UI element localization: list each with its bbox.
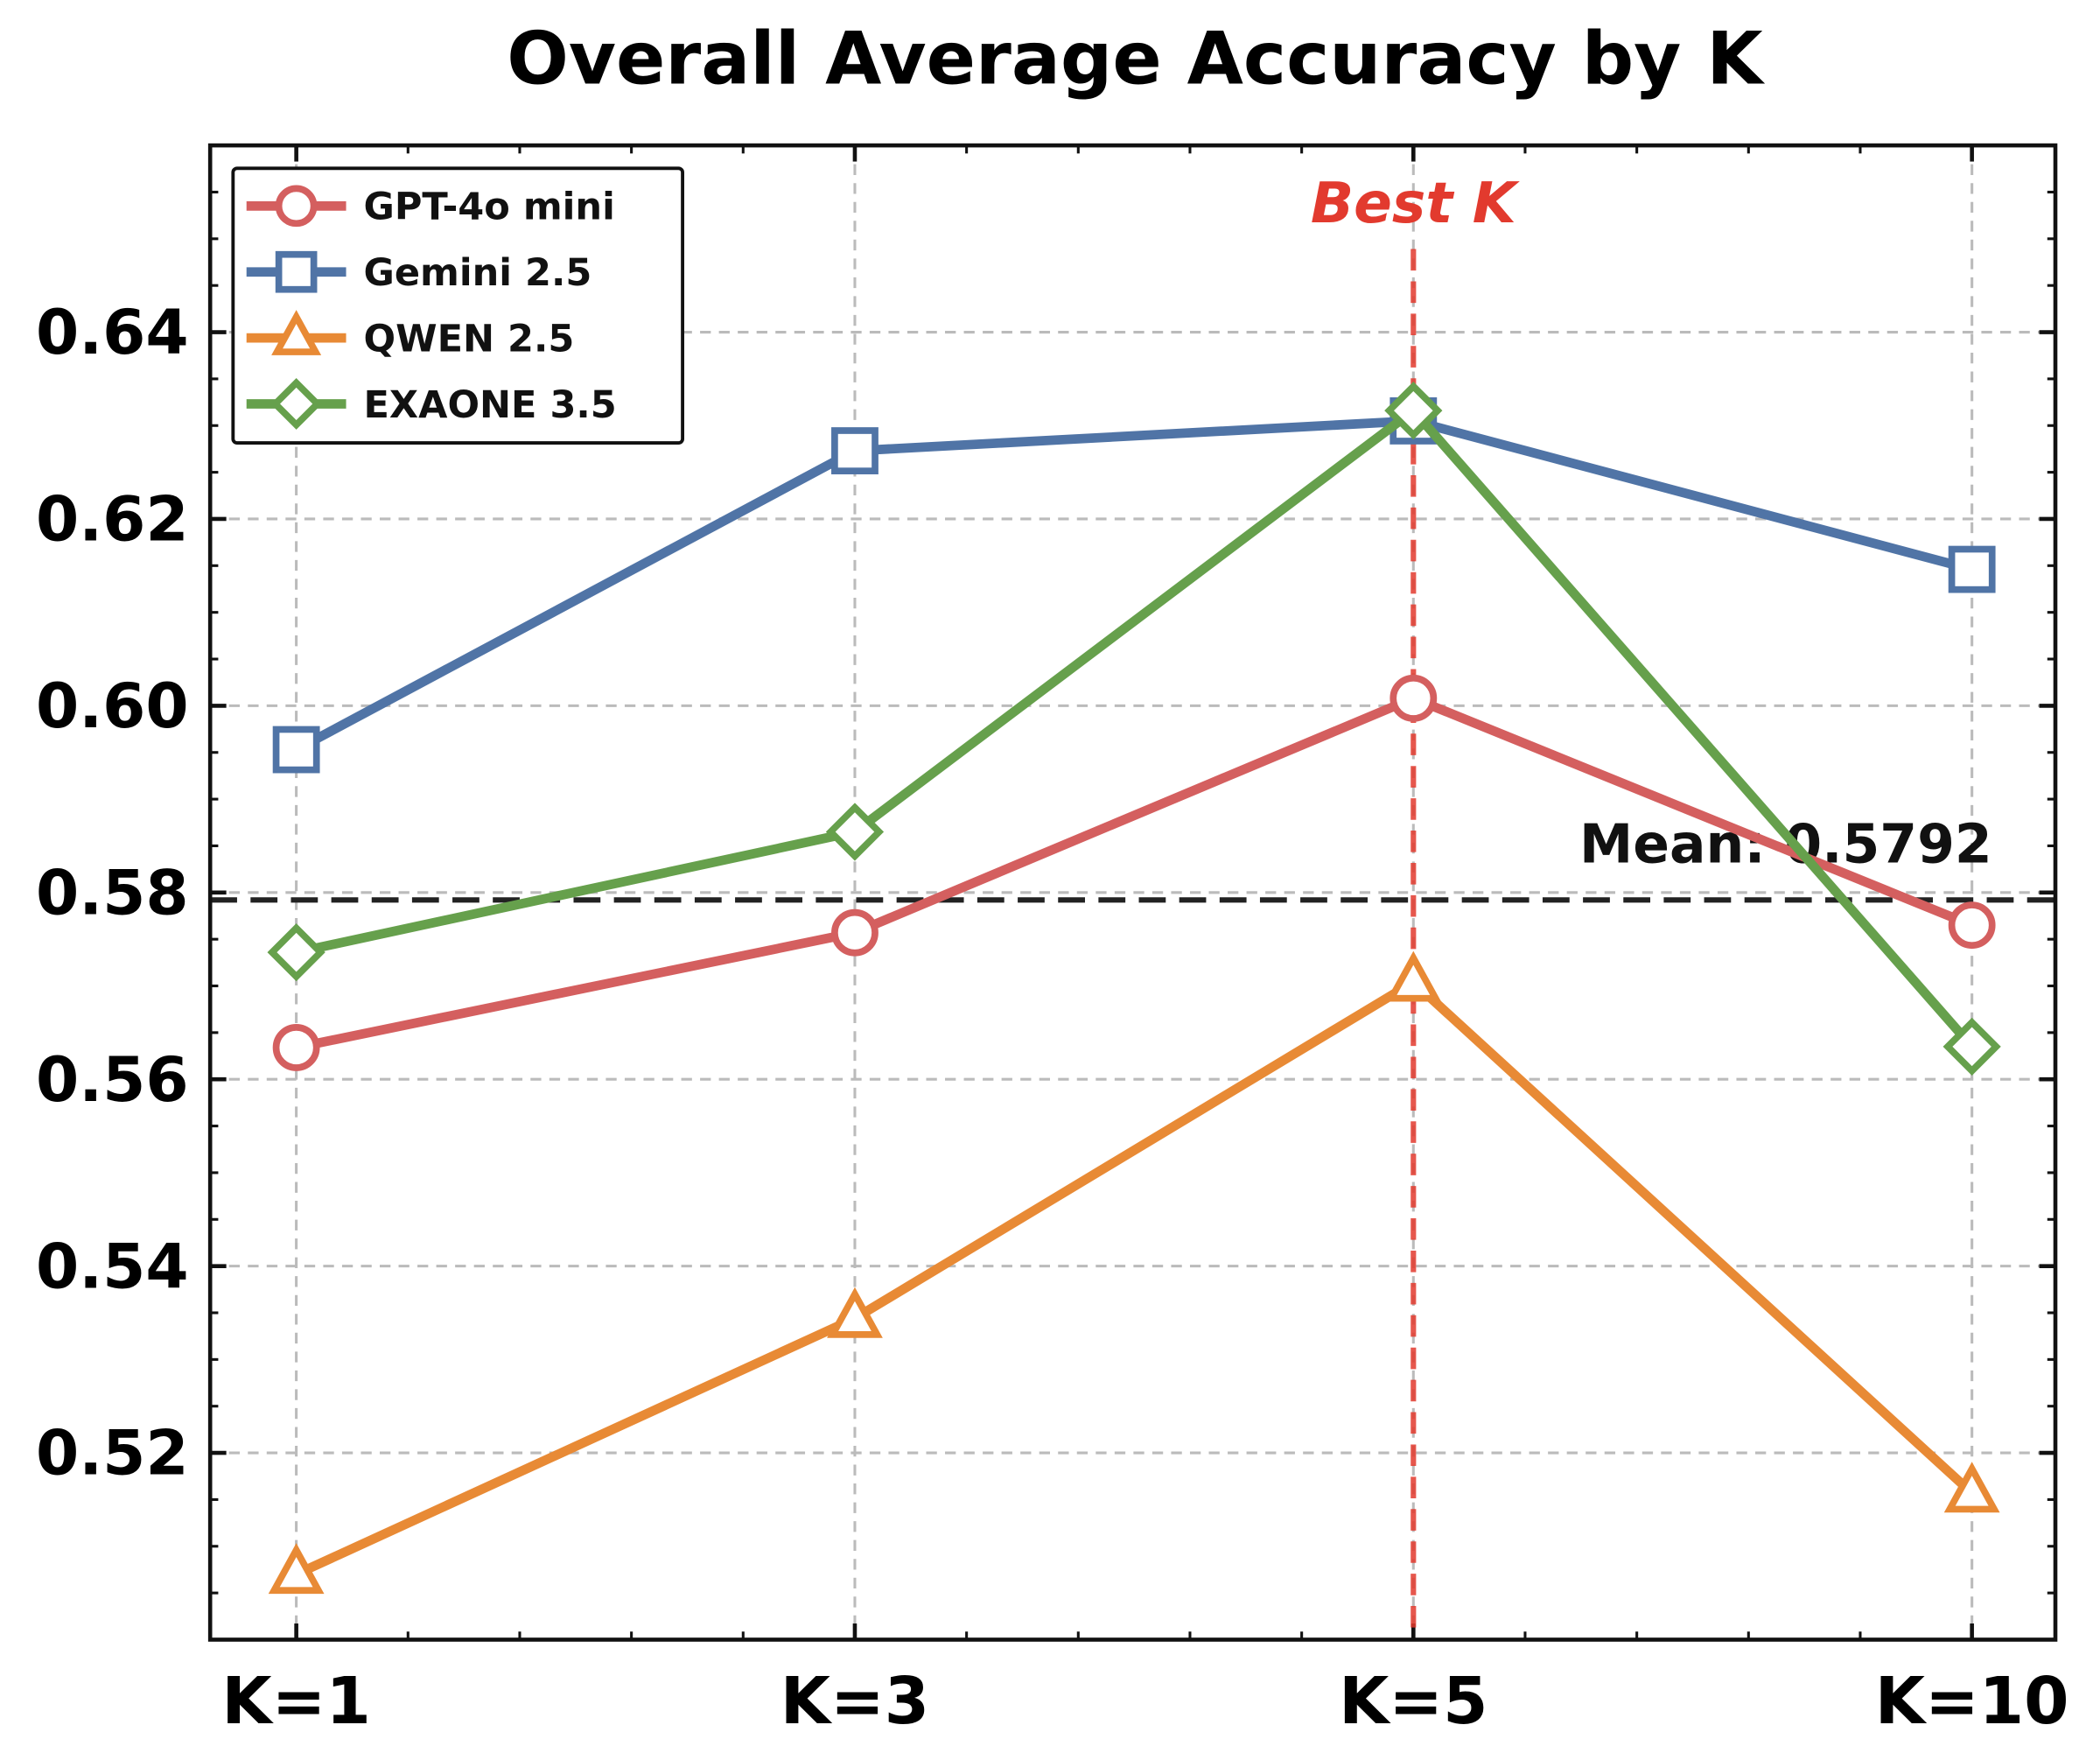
diamond-marker <box>270 378 323 430</box>
y-tick-label: 0.52 <box>36 1417 189 1490</box>
y-tick-label: 0.62 <box>36 483 189 556</box>
mean-label: Mean: 0.5792 <box>1579 812 1992 875</box>
x-tick-label: K=5 <box>1339 1664 1488 1739</box>
diamond-marker <box>267 922 326 982</box>
square-marker <box>275 250 318 293</box>
y-tick-label: 0.60 <box>36 670 189 742</box>
series-line <box>294 416 1974 754</box>
series-line <box>295 693 1974 1053</box>
series-qwen-2-5 <box>268 950 2000 1595</box>
x-tick-label: K=1 <box>221 1664 370 1739</box>
diamond-marker <box>1384 382 1443 440</box>
legend: GPT-4o mini Gemini 2.5 QWEN 2.5 EXAONE 3.5 <box>231 166 685 445</box>
triangle-marker <box>1943 1462 2000 1513</box>
legend-entry: GPT-4o mini <box>246 185 615 229</box>
circle-marker <box>1948 901 1996 950</box>
y-tick-label: 0.56 <box>36 1043 189 1116</box>
diamond-marker <box>1942 1017 2001 1076</box>
tick-labels: K=1 K=3 K=5 K=10 0.52 0.54 0.56 0.58 0.60 0.62 0.6… <box>36 296 2069 1739</box>
legend-box <box>231 166 685 445</box>
y-tick-label: 0.64 <box>36 296 189 368</box>
series-exaone-3-5 <box>267 382 2001 1076</box>
diamond-marker <box>825 803 885 861</box>
legend-entry: QWEN 2.5 <box>246 310 575 361</box>
legend-label: GPT-4o mini <box>364 186 615 229</box>
square-marker <box>1948 545 1996 593</box>
series-line <box>294 977 1976 1579</box>
chart-title: Overall Average Accuracy by K <box>507 16 1765 101</box>
circle-marker <box>1390 674 1438 722</box>
circle-marker <box>831 908 878 957</box>
triangle-marker <box>827 1287 883 1338</box>
square-marker <box>831 427 878 474</box>
y-tick-label: 0.54 <box>36 1230 189 1302</box>
series-group <box>267 382 2001 1595</box>
best-k-label: Best K <box>1311 171 1521 236</box>
x-tick-label: K=10 <box>1875 1664 2069 1739</box>
legend-label: EXAONE 3.5 <box>364 383 617 427</box>
square-marker <box>272 726 320 774</box>
legend-label: QWEN 2.5 <box>364 317 575 361</box>
y-tick-label: 0.58 <box>36 856 189 929</box>
series-line <box>295 405 1976 1050</box>
legend-entry: Gemini 2.5 <box>246 250 592 295</box>
legend-label: Gemini 2.5 <box>364 251 592 295</box>
triangle-marker <box>268 1543 325 1595</box>
triangle-marker <box>271 310 322 355</box>
x-tick-label: K=3 <box>780 1664 929 1739</box>
circle-marker <box>272 1024 320 1071</box>
series-gemini-2-5 <box>272 396 1996 774</box>
plot-frame <box>207 143 2058 1642</box>
legend-entry: EXAONE 3.5 <box>246 378 617 430</box>
series-gpt-4o-mini <box>272 674 1996 1071</box>
triangle-marker <box>1385 950 1442 1002</box>
circle-marker <box>275 185 318 228</box>
